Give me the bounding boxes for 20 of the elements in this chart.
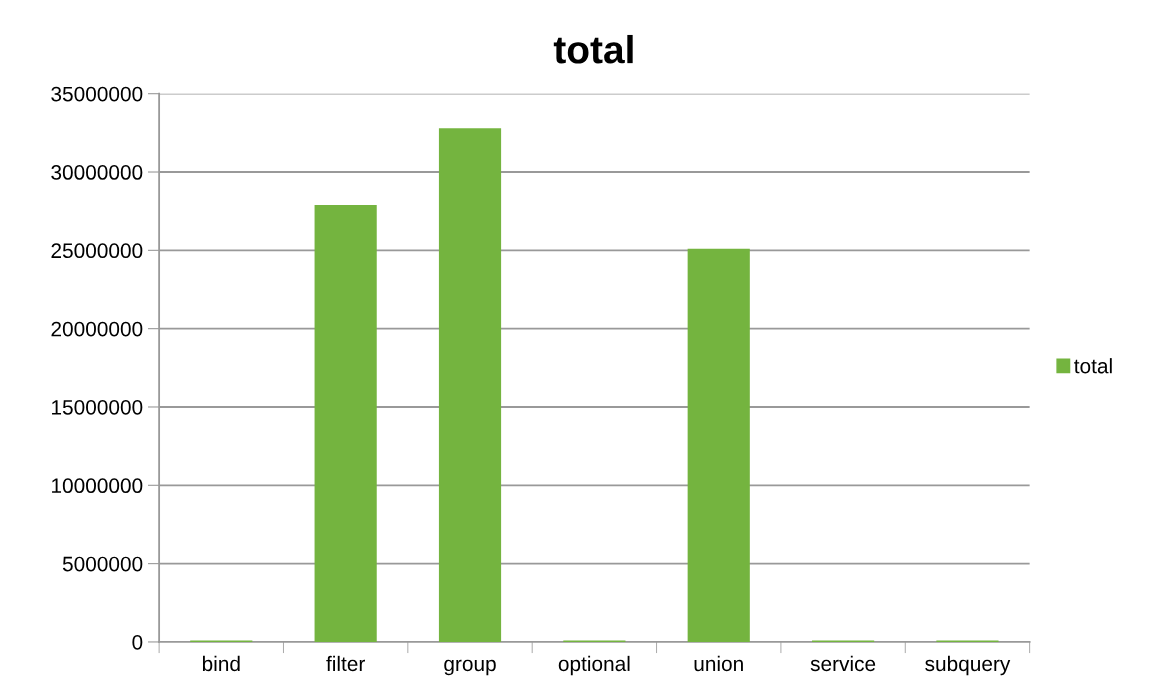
legend-label: total <box>1074 358 1112 374</box>
x-tick-label: subquery <box>925 655 1011 676</box>
y-tick-label: 10000000 <box>52 478 143 494</box>
x-tick-label: group <box>444 659 496 676</box>
bar <box>687 248 750 642</box>
x-tick-label: bind <box>202 655 240 672</box>
chart-title: total <box>553 34 633 64</box>
y-tick-label: 15000000 <box>52 399 143 415</box>
x-tick-label: filter <box>326 655 365 672</box>
y-tick-label: 30000000 <box>51 165 143 180</box>
x-tick-label: union <box>694 655 743 672</box>
y-tick-label: 25000000 <box>51 243 143 259</box>
y-tick-label: 20000000 <box>51 321 143 337</box>
x-tick-label: service <box>810 655 876 672</box>
y-tick-label: 0 <box>132 634 143 650</box>
x-tick-label: optional <box>558 655 630 676</box>
y-tick-label: 35000000 <box>51 86 143 102</box>
bar <box>314 204 377 642</box>
y-tick-label: 5000000 <box>62 556 143 572</box>
bar <box>438 128 502 642</box>
